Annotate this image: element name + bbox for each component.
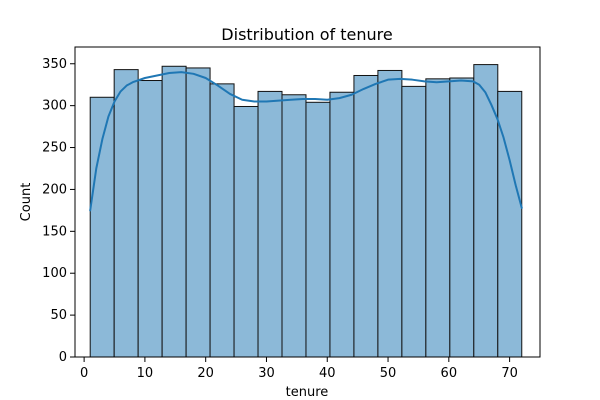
y-tick-label: 50 [50,308,67,323]
histogram-bar [425,78,451,358]
x-tick-label: 50 [380,366,397,381]
x-tick-label: 60 [441,366,458,381]
histogram-bar [209,83,235,358]
y-tick-label: 150 [42,224,67,239]
plot-area-frame [74,46,541,358]
histogram-bar [305,101,331,358]
histogram-bar [473,64,499,358]
histogram-bar [377,69,403,358]
x-tick-label: 10 [137,366,154,381]
chart-title: Distribution of tenure [221,25,392,44]
x-tick-label: 30 [258,366,275,381]
histogram-bar [233,105,259,358]
histogram-bars [89,64,523,358]
y-tick-label: 350 [42,57,67,72]
y-tick-label: 200 [42,182,67,197]
x-axis-label: tenure [286,385,329,400]
y-tick-label: 100 [42,266,67,281]
y-axis-label: Count [19,183,34,222]
x-axis-ticks: 0 10 20 30 40 50 60 70 [80,357,518,381]
x-tick-label: 0 [80,366,88,381]
histogram-bar [449,77,475,358]
histogram-bar [329,91,355,358]
kde-curve [89,71,523,212]
histogram-bar [161,65,187,358]
y-tick-label: 250 [42,141,67,156]
x-tick-label: 70 [501,366,518,381]
y-axis-ticks: 0 50 100 150 200 250 300 350 [42,57,75,365]
histogram-bar [113,69,139,358]
histogram-bar [401,85,427,358]
y-tick-label: 0 [59,350,67,365]
x-tick-label: 20 [197,366,214,381]
y-tick-label: 300 [42,99,67,114]
histogram-bar [281,94,307,358]
kde-curve-layer [89,71,523,212]
histogram-bar [257,90,283,358]
histogram-bar [185,67,211,358]
x-tick-label: 40 [319,366,336,381]
histogram-bar [353,74,379,358]
histogram-bar [137,80,163,358]
